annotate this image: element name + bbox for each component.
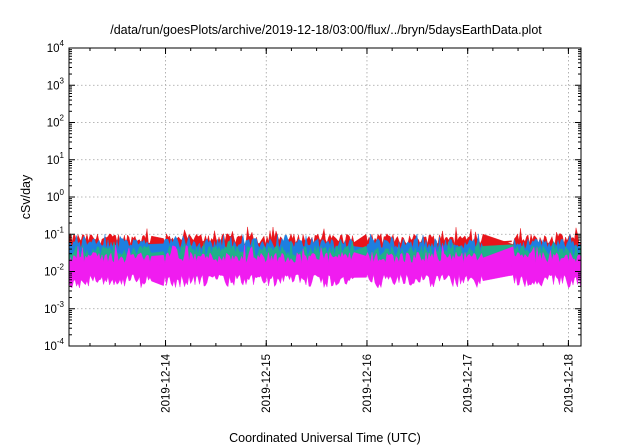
grid-lines	[69, 48, 581, 346]
y-tick-label: 10-3	[44, 300, 64, 316]
y-tick-label: 10-2	[44, 263, 64, 279]
x-tick-label: 2019-12-16	[362, 354, 374, 413]
y-tick-label: 10-4	[44, 337, 64, 353]
series-gap-line	[152, 261, 164, 267]
series-gap-line	[484, 240, 512, 245]
y-tick-label: 101	[47, 151, 65, 167]
x-tick-label: 2019-12-17	[463, 354, 475, 413]
series-gap-line	[152, 252, 164, 257]
x-axis-label: Coordinated Universal Time (UTC)	[229, 431, 421, 445]
series-gap-line	[354, 240, 366, 245]
y-tick-label: 102	[47, 114, 65, 130]
y-tick-label: 100	[47, 188, 65, 204]
y-axis-label: cSv/day	[19, 174, 33, 219]
series-gap-line	[484, 261, 512, 267]
series-gap-line	[152, 240, 164, 245]
y-tick-label: 103	[47, 76, 65, 92]
series-layer	[68, 226, 581, 289]
x-tick-label: 2019-12-14	[161, 353, 173, 412]
y-tick-labels: 10-4 10-3 10-2 10-1 100 101 102 103 104	[44, 39, 64, 353]
series-gap-line	[354, 261, 366, 267]
x-tick-label: 2019-12-18	[563, 354, 575, 413]
series-gap-line	[152, 271, 164, 276]
tick-marks	[69, 47, 581, 347]
series-gap-line	[354, 243, 366, 248]
series-gap-line	[354, 271, 366, 276]
chart-title: /data/run/goesPlots/archive/2019-12-18/0…	[110, 23, 542, 37]
x-tick-label: 2019-12-15	[261, 354, 273, 413]
x-tick-labels: 2019-12-14 2019-12-15 2019-12-16 2019-12-17…	[161, 353, 576, 412]
y-tick-label: 10-1	[44, 225, 64, 241]
series-gap-line	[484, 271, 512, 276]
y-tick-label: 104	[47, 39, 65, 55]
